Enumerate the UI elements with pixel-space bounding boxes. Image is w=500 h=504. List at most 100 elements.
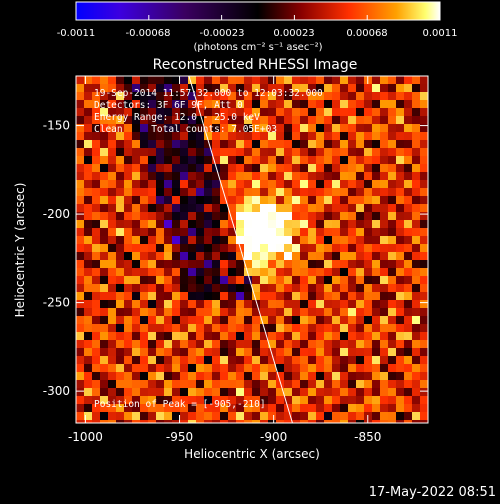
heatmap-cell [260,212,268,220]
heatmap-cell [172,260,180,268]
heatmap-cell [300,356,308,364]
heatmap-cell [348,108,356,116]
heatmap-cell [76,156,84,164]
colorbar-ticks [75,15,441,20]
heatmap-cell [116,268,124,276]
heatmap-cells [76,76,428,423]
heatmap-cell [108,156,116,164]
heatmap-cell [124,140,132,148]
heatmap-cell [140,108,148,116]
heatmap-cell [364,292,372,300]
heatmap-cell [228,244,236,252]
heatmap-cell [244,332,252,340]
heatmap-cell [388,236,396,244]
heatmap-cell [196,156,204,164]
heatmap-cell [172,404,180,412]
heatmap-cell [364,244,372,252]
heatmap-cell [220,284,228,292]
annotation-energy-range: Energy Range: 12.0 - 25.0 keV [94,112,260,123]
heatmap-cell [260,260,268,268]
heatmap-cell [308,92,316,100]
heatmap-cell [284,204,292,212]
heatmap-cell [268,292,276,300]
heatmap-cell [220,396,228,404]
heatmap-cell [92,324,100,332]
heatmap-cell [284,364,292,372]
heatmap-cell [180,292,188,300]
heatmap-cell [316,132,324,140]
heatmap-cell [252,140,260,148]
heatmap-cell [92,188,100,196]
heatmap-cell [404,284,412,292]
heatmap-cell [220,84,228,92]
heatmap-cell [236,412,244,420]
heatmap-cell [116,372,124,380]
heatmap-cell [124,372,132,380]
heatmap-cell [380,356,388,364]
heatmap-cell [116,92,124,100]
heatmap-cell [300,204,308,212]
heatmap-cell [84,284,92,292]
heatmap-cell [188,404,196,412]
heatmap-cell [244,420,252,423]
heatmap-cell [188,188,196,196]
heatmap-cell [172,364,180,372]
heatmap-cell [196,228,204,236]
heatmap-cell [332,308,340,316]
heatmap-cell [172,324,180,332]
heatmap-cell [340,388,348,396]
heatmap-cell [212,228,220,236]
heatmap-cell [292,396,300,404]
heatmap-cell [412,396,420,404]
heatmap-cell [132,372,140,380]
heatmap-cell [388,316,396,324]
heatmap-cell [84,388,92,396]
heatmap-cell [228,276,236,284]
heatmap-cell [100,252,108,260]
heatmap-cell [76,84,84,92]
heatmap-cell [380,420,388,423]
heatmap-cell [84,292,92,300]
heatmap-cell [324,300,332,308]
heatmap-cell [108,244,116,252]
heatmap-cell [300,388,308,396]
heatmap-cell [132,92,140,100]
heatmap-cell [164,404,172,412]
heatmap-cell [220,92,228,100]
heatmap-cell [332,260,340,268]
heatmap-cell [92,156,100,164]
heatmap-cell [420,132,428,140]
heatmap-cell [188,140,196,148]
heatmap-cell [308,84,316,92]
heatmap-cell [204,108,212,116]
heatmap-cell [180,188,188,196]
heatmap-cell [380,292,388,300]
heatmap-cell [116,100,124,108]
heatmap-cell [340,164,348,172]
heatmap-cell [260,156,268,164]
heatmap-cell [340,244,348,252]
heatmap-cell [228,180,236,188]
heatmap-cell [388,260,396,268]
heatmap-cell [180,324,188,332]
heatmap-cell [84,244,92,252]
heatmap-cell [76,332,84,340]
heatmap-cell [180,252,188,260]
heatmap-cell [164,172,172,180]
heatmap-cell [308,156,316,164]
heatmap-cell [196,188,204,196]
heatmap-cell [164,76,172,84]
heatmap-cell [324,268,332,276]
heatmap-cell [420,124,428,132]
heatmap-cell [212,388,220,396]
heatmap-cell [388,164,396,172]
y-tick-label: -200 [43,207,70,221]
heatmap-cell [332,172,340,180]
heatmap-cell [228,84,236,92]
heatmap-cell [108,268,116,276]
heatmap-cell [156,92,164,100]
heatmap-cell [348,84,356,92]
heatmap-cell [84,380,92,388]
heatmap-cell [388,84,396,92]
heatmap-cell [204,212,212,220]
